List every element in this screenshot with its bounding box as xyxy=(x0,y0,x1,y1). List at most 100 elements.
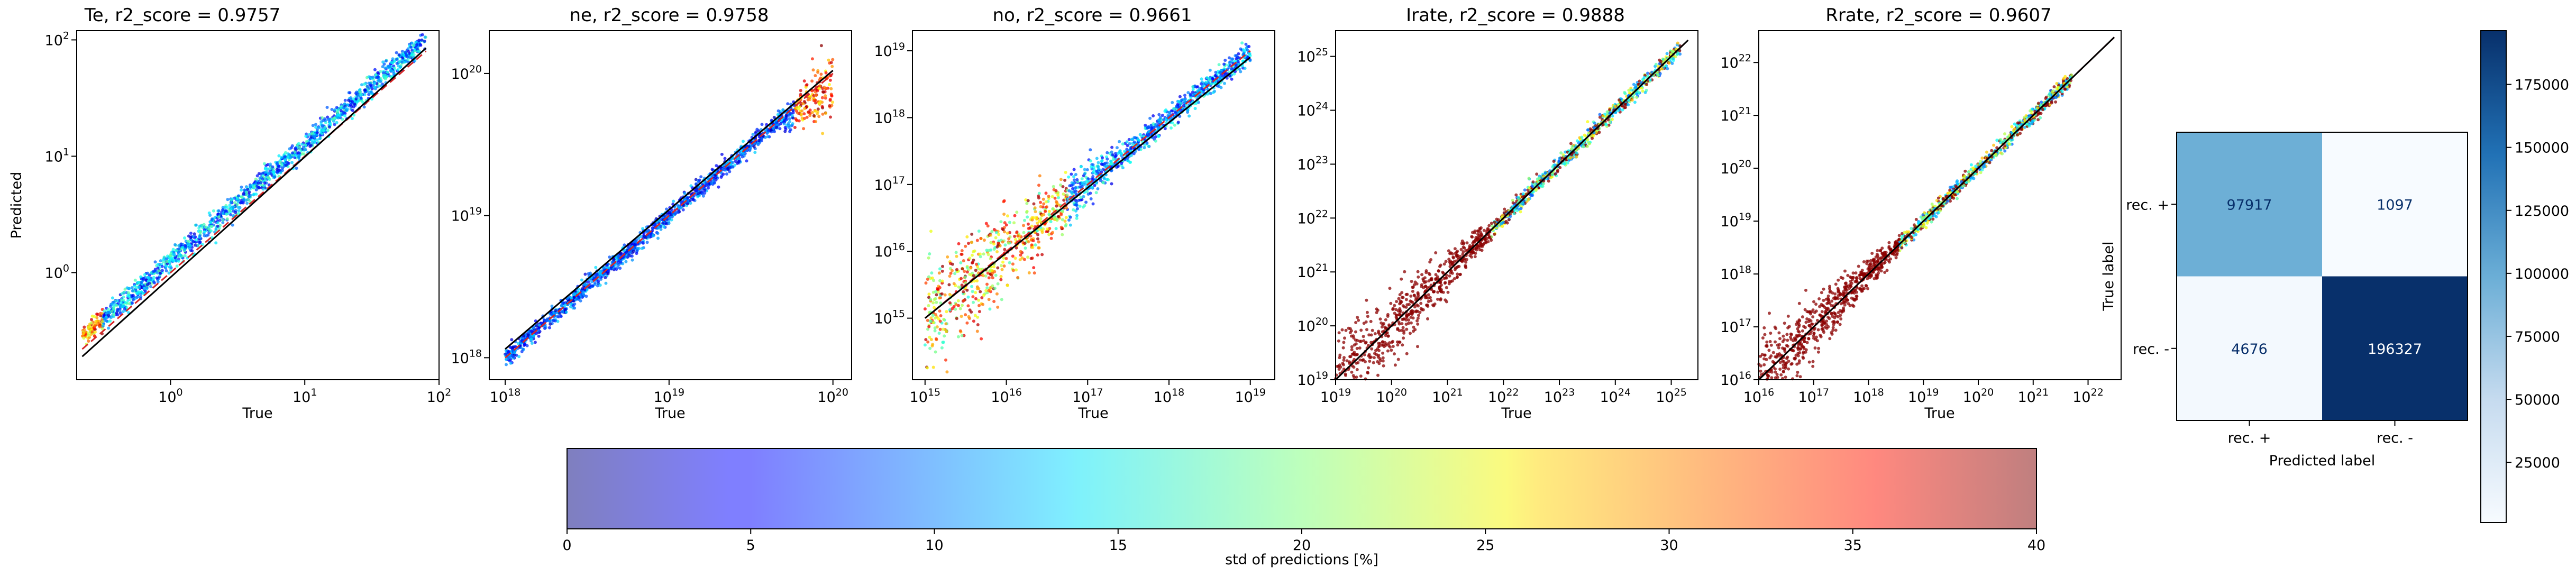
scatter-point xyxy=(382,75,386,79)
scatter-point xyxy=(926,366,929,370)
scatter-point xyxy=(276,170,279,174)
scatter-point xyxy=(952,282,956,286)
scatter-point xyxy=(254,177,258,181)
scatter-point xyxy=(970,241,973,244)
scatter-point xyxy=(975,262,978,266)
scatter-point xyxy=(112,307,115,311)
scatter-point xyxy=(1033,206,1037,210)
scatter-point xyxy=(1054,227,1058,231)
scatter-point xyxy=(193,243,197,247)
x-tick-label: 1018 xyxy=(490,387,521,406)
scatter-point xyxy=(1051,231,1054,234)
scatter-point xyxy=(1095,157,1099,160)
scatter-point xyxy=(1085,179,1089,182)
scatter-point xyxy=(1016,234,1020,238)
scatter-point xyxy=(928,346,932,350)
scatter-point xyxy=(1044,191,1048,195)
scatter-point xyxy=(1416,345,1419,349)
scatter-point xyxy=(1072,190,1076,194)
scatter-point xyxy=(699,175,703,179)
scatter-point xyxy=(131,289,134,292)
scatter-point xyxy=(1052,185,1055,188)
scatter-point xyxy=(240,188,243,192)
scatter-point xyxy=(827,58,830,62)
scatter-point xyxy=(1208,68,1212,72)
scatter-point xyxy=(549,322,552,326)
scatter-point xyxy=(165,269,168,272)
scatter-point xyxy=(415,43,419,47)
scatter-point xyxy=(1230,57,1234,61)
scatter-point xyxy=(343,102,346,106)
scatter-point xyxy=(398,60,401,63)
scatter-point xyxy=(954,251,958,254)
scatter-point xyxy=(964,244,967,248)
scatter-point xyxy=(1476,232,1479,236)
scatter-point xyxy=(421,33,424,36)
scatter-point xyxy=(526,333,530,337)
scatter-point xyxy=(1079,196,1083,199)
scatter-point xyxy=(1154,123,1158,126)
scatter-point xyxy=(979,290,982,294)
scatter-point xyxy=(661,221,665,225)
scatter-point xyxy=(161,258,165,261)
scatter-point xyxy=(999,220,1003,224)
scatter-point xyxy=(409,45,413,49)
scatter-point xyxy=(979,255,982,259)
scatter-point xyxy=(406,58,410,62)
scatter-point xyxy=(236,206,240,209)
scatter-point xyxy=(1423,276,1427,280)
scatter-point xyxy=(952,305,956,308)
panel-title: ne, r2_score = 0.9758 xyxy=(569,5,769,26)
scatter-point xyxy=(136,295,140,298)
scatter-point xyxy=(624,260,628,263)
scatter-point xyxy=(1465,241,1469,245)
scatter-point xyxy=(310,139,314,142)
scatter-point xyxy=(414,40,418,44)
scatter-point xyxy=(667,222,671,225)
scatter-point xyxy=(1072,178,1076,182)
scatter-point xyxy=(1085,168,1089,171)
fit-line xyxy=(505,70,834,350)
scatter-point xyxy=(775,125,779,129)
scatter-point xyxy=(1097,165,1100,169)
scatter-point xyxy=(937,271,941,275)
scatter-point xyxy=(381,65,385,68)
scatter-point xyxy=(229,207,233,210)
scatter-point xyxy=(958,307,962,310)
scatter-point xyxy=(698,178,701,182)
scatter-point xyxy=(554,309,558,313)
x-ticks: 100 101 102 xyxy=(158,380,451,406)
scatter-point xyxy=(1039,200,1042,204)
scatter-point xyxy=(165,260,169,263)
scatter-point xyxy=(101,327,104,331)
scatter-point xyxy=(970,310,973,314)
scatter-point xyxy=(116,313,120,317)
scatter-point xyxy=(530,342,534,345)
scatter-point xyxy=(1355,346,1359,350)
scatter-point xyxy=(223,209,227,213)
scatter-point xyxy=(721,172,725,176)
scatter-point xyxy=(1040,214,1044,217)
scatter-point xyxy=(126,294,130,298)
scatter-point xyxy=(1376,373,1380,377)
scatter-point xyxy=(156,266,160,270)
scatter-point xyxy=(102,314,106,317)
scatter-point xyxy=(1089,159,1092,163)
scatter-points xyxy=(1334,41,1682,381)
scatter-point xyxy=(802,117,806,120)
scatter-point xyxy=(932,279,935,282)
scatter-point xyxy=(828,78,832,82)
scatter-point xyxy=(389,69,393,72)
scatter-point xyxy=(781,108,785,112)
scatter-point xyxy=(1035,216,1038,219)
scatter-point xyxy=(803,107,807,111)
scatter-point xyxy=(98,325,102,328)
scatter-point xyxy=(1051,195,1054,198)
scatter-point xyxy=(376,76,380,79)
scatter-point xyxy=(831,100,835,104)
scatter-point xyxy=(106,307,110,311)
scatter-point xyxy=(960,315,963,318)
scatter-point xyxy=(806,98,810,102)
scatter-point xyxy=(1384,318,1387,322)
